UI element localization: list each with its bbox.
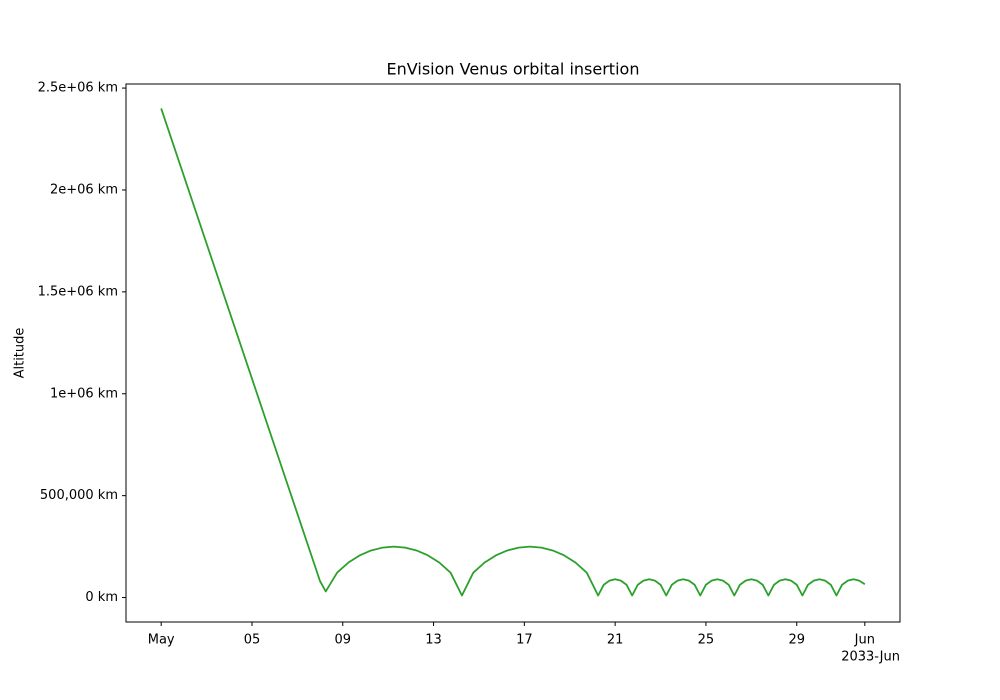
x-offset-label: 2033-Jun: [841, 650, 900, 665]
y-tick-label: 500,000 km: [40, 488, 118, 503]
y-tick-label: 0 km: [85, 590, 118, 605]
plot-frame: [125, 83, 901, 623]
data-line: [160, 108, 866, 597]
y-axis-label: Altitude: [13, 328, 28, 379]
x-tick-label: May: [148, 633, 175, 648]
y-tick-label: 1e+06 km: [50, 386, 118, 401]
y-tick-label: 1.5e+06 km: [38, 284, 118, 299]
y-tick-label: 2.5e+06 km: [38, 81, 118, 96]
chart-title: EnVision Venus orbital insertion: [387, 60, 640, 79]
x-tick-label: 17: [516, 633, 533, 648]
x-tick-label: Jun: [854, 633, 875, 648]
x-tick-label: 09: [334, 633, 351, 648]
x-tick-label: 21: [607, 633, 624, 648]
x-tick-label: 25: [698, 633, 715, 648]
x-tick-label: 29: [788, 633, 805, 648]
x-tick-label: 05: [244, 633, 261, 648]
y-tick-label: 2e+06 km: [50, 182, 118, 197]
x-tick-label: 13: [425, 633, 442, 648]
